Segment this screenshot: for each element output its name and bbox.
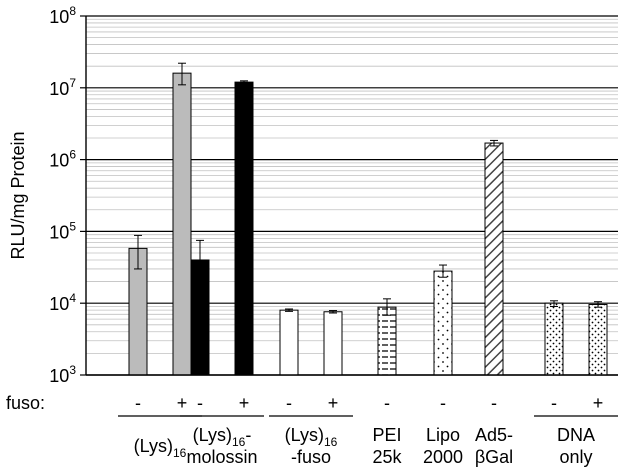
fuso-sign-label: - xyxy=(551,393,557,413)
fuso-sign-label: + xyxy=(239,393,250,413)
bar xyxy=(377,306,397,376)
category-label-line2: 25k xyxy=(372,447,402,467)
category-label-line2: -fuso xyxy=(291,447,331,467)
bar xyxy=(484,142,504,376)
y-axis-label: RLU/mg Protein xyxy=(8,131,28,259)
y-tick-label: 107 xyxy=(49,76,76,99)
category-label-line1: (Lys)16 xyxy=(134,436,187,460)
bars xyxy=(128,62,608,376)
labels: RLU/mg Protein- + - + - + - - - - +fuso:(Lys)16(Ly… xyxy=(6,131,618,467)
fuso-sign-label: + xyxy=(328,393,339,413)
bar xyxy=(433,270,453,376)
fuso-sign-label: - xyxy=(286,393,292,413)
category-label-line2: 2000 xyxy=(423,447,463,467)
category-label-line2: molossin xyxy=(186,447,257,467)
y-tick-label: 104 xyxy=(49,291,76,314)
fuso-sign-label: + xyxy=(177,393,188,413)
category-label-line2: βGal xyxy=(475,447,513,467)
category-label-line1: (Lys)16 xyxy=(285,425,338,449)
grid xyxy=(86,15,618,376)
bar xyxy=(279,309,299,376)
y-tick-label: 103 xyxy=(49,363,76,386)
fuso-sign-label: - xyxy=(135,393,141,413)
y-tick-label: 106 xyxy=(49,148,76,171)
category-label-line1: DNA xyxy=(557,425,595,445)
fuso-sign-label: + xyxy=(593,393,604,413)
bar xyxy=(172,72,192,376)
category-label-line2: only xyxy=(559,447,592,467)
fuso-row-label: fuso: xyxy=(6,393,45,413)
category-label-line1: (Lys)16- xyxy=(193,425,252,449)
category-label-line1: Lipo xyxy=(426,425,460,445)
bar xyxy=(588,303,608,376)
bar xyxy=(544,302,564,376)
fuso-sign-label: - xyxy=(491,393,497,413)
bar xyxy=(323,311,343,376)
category-label-line1: Ad5- xyxy=(475,425,513,445)
y-tick-label: 108 xyxy=(49,4,76,27)
fuso-sign-label: - xyxy=(197,393,203,413)
category-label-line1: PEI xyxy=(372,425,401,445)
y-tick-label: 105 xyxy=(49,219,76,242)
fuso-sign-label: - xyxy=(384,393,390,413)
bar xyxy=(234,81,254,376)
fuso-sign-label: - xyxy=(440,393,446,413)
